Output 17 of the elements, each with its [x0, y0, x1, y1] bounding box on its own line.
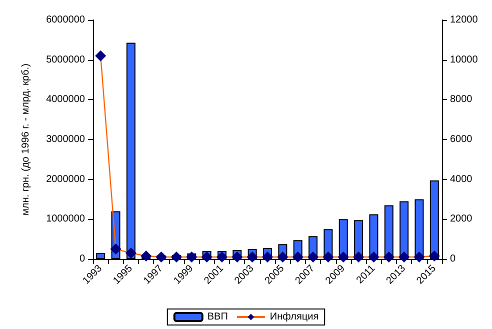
y-tick-label: 5000000: [46, 54, 86, 66]
legend-label: ВВП: [207, 312, 228, 322]
y2-tick-label: 4000: [450, 174, 473, 185]
y2-tick-label: 2000: [450, 214, 473, 225]
y2-tick-label: 0: [450, 254, 456, 264]
y2-tick-label: 8000: [450, 94, 473, 106]
y-tick-label: 1000000: [46, 214, 86, 225]
y-tick-label: 6000000: [46, 14, 86, 26]
y-axis-title: млн. грн. (до 1996 г. - млрд. крб.): [20, 64, 32, 216]
y2-tick-label: 10000: [450, 54, 478, 66]
y-tick-label: 4000000: [46, 94, 86, 106]
y2-tick-label: 6000: [450, 134, 473, 145]
y2-tick-label: 12000: [450, 14, 478, 26]
y-tick-label: 3000000: [46, 134, 86, 145]
legend-label: Инфляция: [270, 312, 319, 322]
y-tick-label: 2000000: [46, 174, 86, 185]
y-tick-label: 0: [79, 254, 86, 264]
